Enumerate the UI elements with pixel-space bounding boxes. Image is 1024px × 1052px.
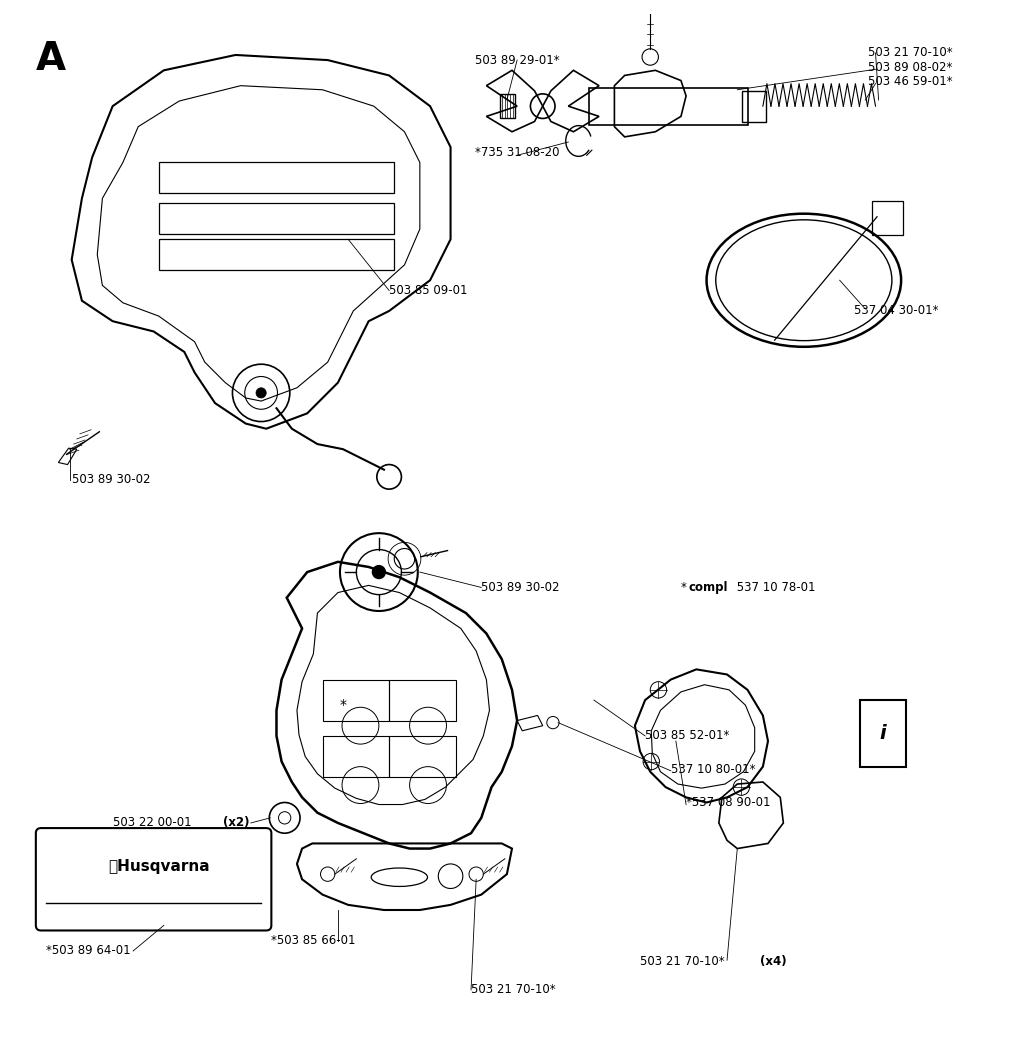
Text: *503 89 64-01: *503 89 64-01 xyxy=(46,945,131,957)
Text: (x2): (x2) xyxy=(223,816,250,829)
Text: 503 46 59-01*: 503 46 59-01* xyxy=(867,75,952,88)
Text: 503 89 08-02*: 503 89 08-02* xyxy=(868,61,952,74)
Text: 503 22 00-01: 503 22 00-01 xyxy=(113,816,195,829)
Text: compl: compl xyxy=(688,581,728,594)
Text: 537 10 80-01*: 537 10 80-01* xyxy=(671,763,756,776)
Text: i: i xyxy=(880,724,887,743)
Text: ⓗHusqvarna: ⓗHusqvarna xyxy=(108,859,210,874)
Text: 503 85 52-01*: 503 85 52-01* xyxy=(645,729,729,743)
Circle shape xyxy=(372,565,386,580)
Text: *537 08 90-01: *537 08 90-01 xyxy=(686,796,771,809)
Text: *735 31 08-20: *735 31 08-20 xyxy=(475,146,559,159)
Text: *: * xyxy=(340,699,346,712)
Text: 503 21 70-10*: 503 21 70-10* xyxy=(471,984,556,996)
Text: *503 85 66-01: *503 85 66-01 xyxy=(271,934,356,947)
Text: *: * xyxy=(681,581,687,594)
Text: 503 89 30-02: 503 89 30-02 xyxy=(481,581,560,594)
FancyBboxPatch shape xyxy=(36,828,271,930)
Text: 537 04 30-01*: 537 04 30-01* xyxy=(854,304,938,318)
Text: 503 21 70-10*: 503 21 70-10* xyxy=(867,46,952,59)
Text: 503 21 70-10*: 503 21 70-10* xyxy=(640,955,728,968)
Text: 503 89 29-01*: 503 89 29-01* xyxy=(475,54,559,66)
Text: A: A xyxy=(36,40,66,78)
Text: 537 10 78-01: 537 10 78-01 xyxy=(733,581,816,594)
Text: (x4): (x4) xyxy=(760,955,786,968)
Text: 503 89 30-02: 503 89 30-02 xyxy=(72,473,151,486)
Text: 503 85 09-01: 503 85 09-01 xyxy=(389,284,468,297)
Circle shape xyxy=(256,388,266,398)
